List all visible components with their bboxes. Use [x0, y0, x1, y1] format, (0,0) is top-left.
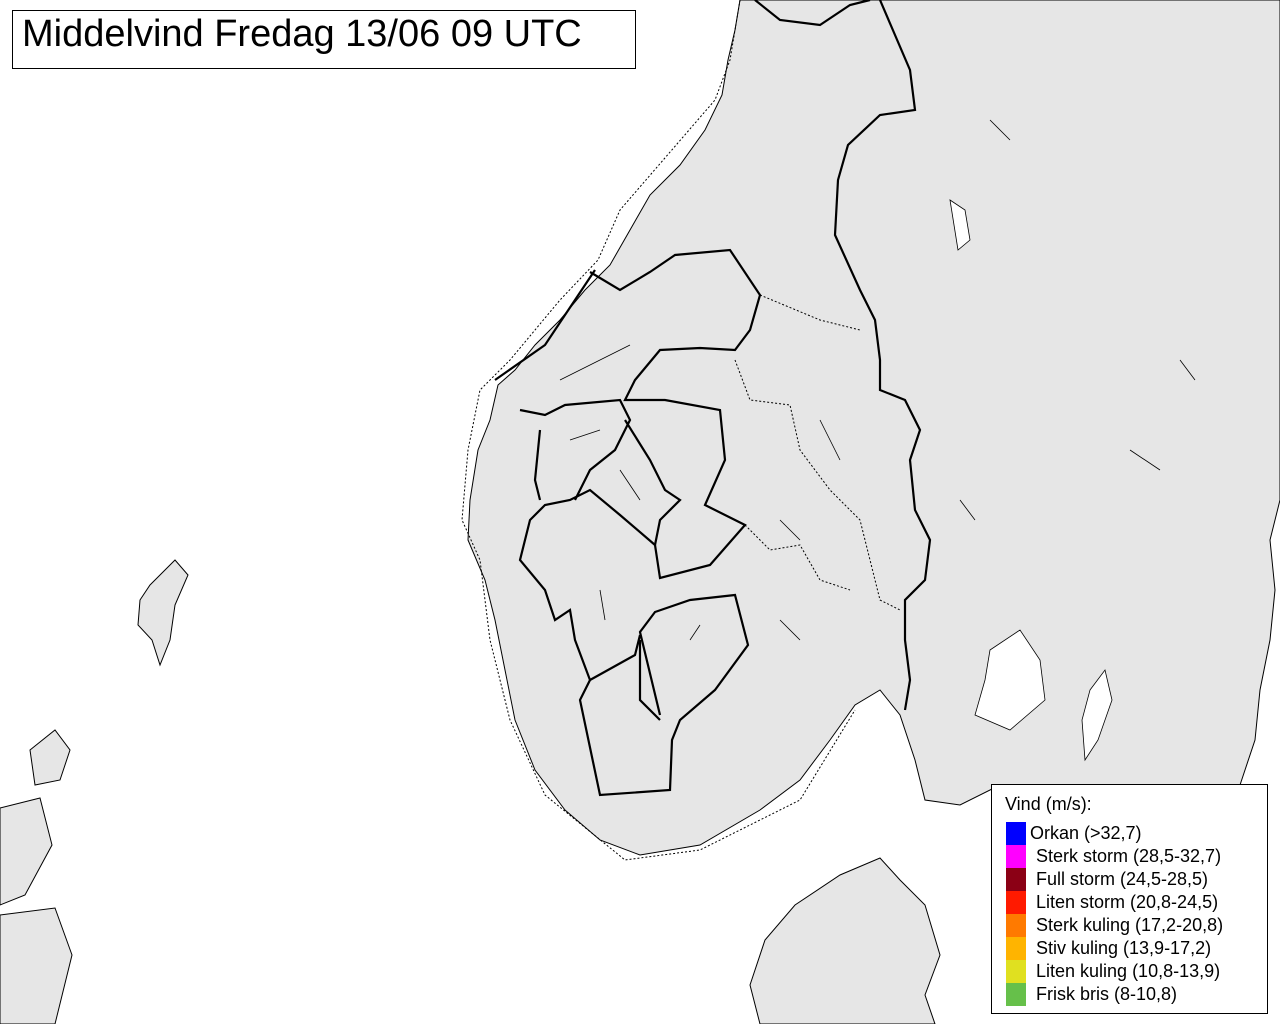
legend-label: Sterk kuling (17,2-20,8) — [1036, 915, 1223, 935]
scandinavia — [467, 0, 1280, 856]
legend-swatch — [1006, 845, 1026, 868]
legend-swatch — [1006, 868, 1026, 891]
orkney — [29, 729, 71, 786]
legend-label: Orkan (>32,7) — [1030, 823, 1142, 843]
lakes — [949, 199, 1113, 762]
legend-swatch — [1006, 891, 1026, 914]
legend-swatch — [1006, 937, 1026, 960]
scotland-south — [0, 907, 73, 1024]
legend-title: Vind (m/s): — [1005, 794, 1092, 814]
legend-swatch — [1006, 914, 1026, 937]
legend-label: Full storm (24,5-28,5) — [1036, 869, 1208, 889]
legend-swatch — [1006, 983, 1026, 1006]
shetland — [137, 559, 189, 667]
title-box: Middelvind Fredag 13/06 09 UTC — [12, 10, 636, 69]
legend-label: Stiv kuling (13,9-17,2) — [1036, 938, 1211, 958]
map-title: Middelvind Fredag 13/06 09 UTC — [22, 13, 582, 55]
legend-swatch — [1006, 960, 1026, 983]
rivers — [559, 119, 1196, 641]
denmark — [749, 857, 941, 1024]
legend-label: Liten kuling (10,8-13,9) — [1036, 961, 1220, 981]
legend-label: Liten storm (20,8-24,5) — [1036, 892, 1218, 912]
legend-swatch — [1006, 822, 1026, 845]
legend-label: Frisk bris (8-10,8) — [1036, 984, 1177, 1004]
scotland-north — [0, 797, 53, 906]
boundaries — [461, 0, 932, 861]
legend: Vind (m/s): Orkan (>32,7) Sterk storm (28… — [991, 784, 1268, 1014]
legend-label: Sterk storm (28,5-32,7) — [1036, 846, 1221, 866]
